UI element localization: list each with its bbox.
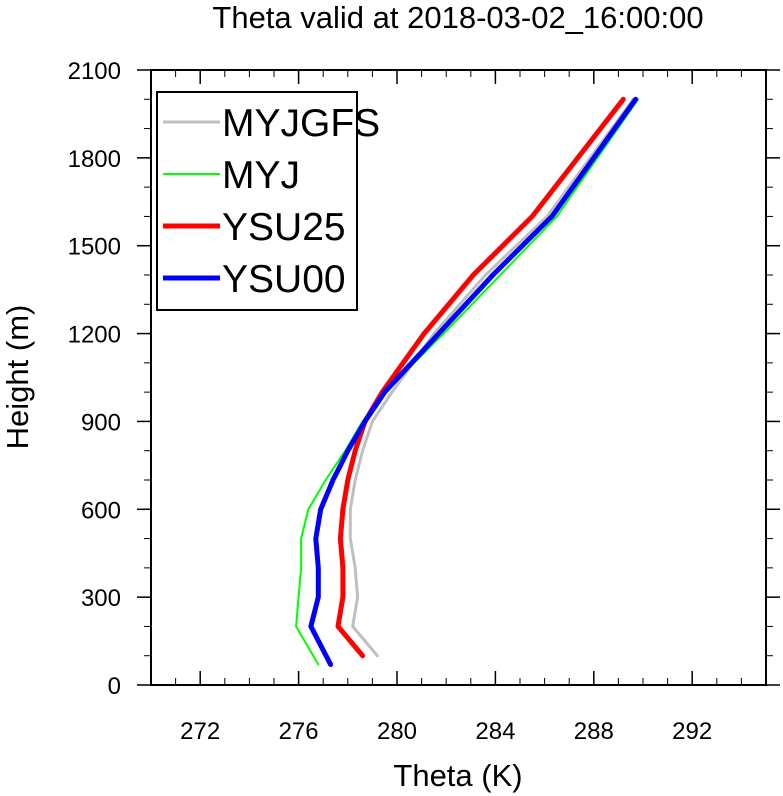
legend-label-myj: MYJ — [222, 154, 300, 197]
x-tick-labels: 272 276 280 284 288 292 — [180, 718, 712, 745]
legend-items: MYJGFS MYJ YSU25 YSU00 — [163, 102, 380, 301]
y-tick-label: 1800 — [68, 146, 121, 173]
chart-title: Theta valid at 2018-03-02_16:00:00 — [212, 0, 703, 35]
plot-frame — [150, 69, 767, 686]
y-tick-label: 2100 — [68, 58, 121, 85]
x-tick-label: 280 — [377, 718, 417, 745]
series-line-ysu00 — [308, 96, 639, 667]
x-tick-label: 276 — [279, 718, 319, 745]
x-tick-label: 288 — [574, 718, 614, 745]
x-axis-title: Theta (K) — [393, 758, 522, 793]
y-tick-label: 1500 — [68, 234, 121, 261]
y-tick-label: 1200 — [68, 322, 121, 349]
axis-ticks — [137, 69, 780, 686]
x-tick-label: 292 — [672, 718, 712, 745]
legend-box — [156, 91, 358, 311]
y-tick-label: 300 — [81, 585, 121, 612]
y-axis-title: Height (m) — [0, 305, 35, 450]
y-tick-labels: 0 300 600 900 1200 1500 1800 2100 — [68, 58, 121, 700]
y-tick-label: 0 — [108, 673, 121, 700]
legend-label-myjgfs: MYJGFS — [222, 102, 380, 145]
y-tick-label: 900 — [81, 409, 121, 436]
series-line-ysu25 — [335, 96, 626, 659]
legend-label-ysu25: YSU25 — [222, 206, 346, 249]
series-line-myj — [295, 98, 640, 666]
legend: MYJGFS MYJ YSU25 YSU00 — [156, 91, 380, 311]
series-lines — [295, 96, 640, 667]
x-tick-label: 284 — [475, 718, 515, 745]
x-tick-label: 272 — [180, 718, 220, 745]
legend-label-ysu00: YSU00 — [222, 258, 346, 301]
y-tick-label: 600 — [81, 497, 121, 524]
series-line-myjgfs — [348, 97, 635, 658]
